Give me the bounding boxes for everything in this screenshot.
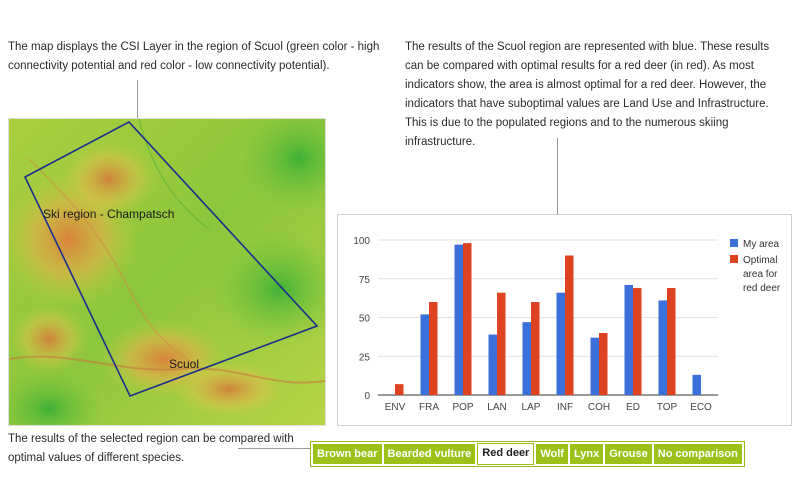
legend-swatch-optimal <box>730 255 738 263</box>
x-tick-label: POP <box>452 402 473 413</box>
chart-leader-line <box>557 138 558 214</box>
csi-layer-map[interactable]: Ski region - Champatsch Scuol <box>8 118 326 426</box>
selected-region-outline[interactable] <box>23 121 319 398</box>
x-tick-label: TOP <box>657 402 678 413</box>
bar-top-my-area <box>658 300 667 395</box>
x-tick-label: INF <box>557 402 573 413</box>
x-tick-label: COH <box>588 402 610 413</box>
x-tick-label: ENV <box>385 402 406 413</box>
map-description: The map displays the CSI Layer in the re… <box>8 41 380 72</box>
bar-inf-optimal <box>565 255 574 395</box>
bar-env-optimal <box>395 384 404 395</box>
x-tick-label: FRA <box>419 402 439 413</box>
y-tick-label: 75 <box>359 275 371 286</box>
bar-lan-optimal <box>497 292 506 395</box>
comparison-description: The results of the selected region can b… <box>8 433 294 464</box>
legend-label-optimal: red deer <box>743 283 781 294</box>
x-tick-label: LAN <box>487 402 506 413</box>
bar-ed-optimal <box>633 288 642 395</box>
bar-inf-my-area <box>556 292 565 395</box>
y-tick-label: 50 <box>359 314 371 325</box>
selector-leader-line <box>238 448 310 449</box>
y-tick-label: 0 <box>364 391 370 402</box>
bar-lap-optimal <box>531 302 540 395</box>
scuol-label: Scuol <box>169 357 200 371</box>
indicator-chart: 0 25 50 75 100 ENV FRA POP LAN LAP INF COH ED TOP ECO M… <box>337 214 792 426</box>
ski-region-label: Ski region - Champatsch <box>43 207 175 221</box>
bar-eco-my-area <box>692 374 701 395</box>
map-leader-line <box>137 80 138 118</box>
species-option-bearded-vulture[interactable]: Bearded vulture <box>383 444 476 464</box>
species-option-red-deer[interactable]: Red deer <box>477 443 535 465</box>
y-tick-label: 25 <box>359 352 371 363</box>
x-tick-label: ECO <box>690 402 712 413</box>
bar-ed-my-area <box>624 284 633 395</box>
x-tick-label: ED <box>626 402 640 413</box>
bar-lap-my-area <box>522 322 531 395</box>
map-image <box>9 119 325 425</box>
bar-fra-optimal <box>429 302 438 395</box>
x-tick-label: LAP <box>522 402 541 413</box>
bar-pop-optimal <box>463 243 472 395</box>
chart-description: The results of the Scuol region are repr… <box>405 41 770 148</box>
bar-pop-my-area <box>454 244 463 395</box>
legend-label-optimal: Optimal <box>743 255 777 266</box>
species-option-brown-bear[interactable]: Brown bear <box>313 444 382 464</box>
species-selector[interactable]: Brown bear Bearded vulture Red deer Wolf Lyn… <box>310 441 745 467</box>
species-option-no-comparison[interactable]: No comparison <box>653 444 742 464</box>
legend-label-optimal: area for <box>743 269 778 280</box>
bar-lan-my-area <box>488 334 497 395</box>
bar-top-optimal <box>667 288 676 395</box>
legend-label-my-area: My area <box>743 239 780 250</box>
species-option-grouse[interactable]: Grouse <box>605 444 652 464</box>
bar-coh-my-area <box>590 337 599 395</box>
y-tick-label: 100 <box>353 236 370 247</box>
legend-swatch-my-area <box>730 239 738 247</box>
species-option-lynx[interactable]: Lynx <box>569 444 604 464</box>
indicator-bar-chart: 0 25 50 75 100 ENV FRA POP LAN LAP INF COH ED TOP ECO M… <box>353 236 781 413</box>
bar-fra-my-area <box>420 314 429 395</box>
species-option-wolf[interactable]: Wolf <box>536 444 568 464</box>
bar-coh-optimal <box>599 333 608 395</box>
